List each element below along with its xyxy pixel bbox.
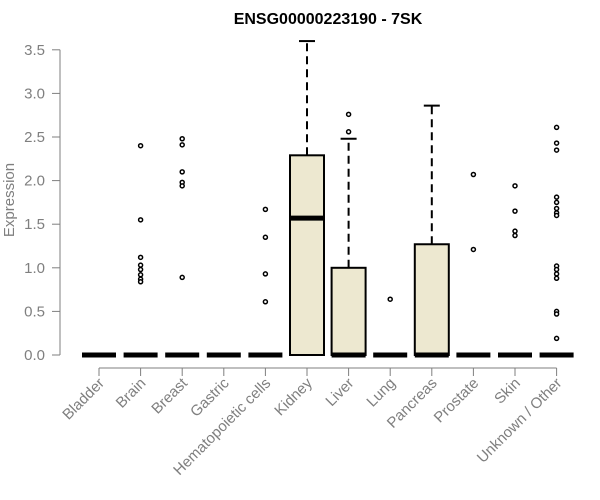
outlier-point — [137, 262, 144, 268]
outlier-point — [137, 217, 144, 223]
outlier-point — [262, 206, 269, 213]
outlier-point — [137, 279, 144, 285]
outlier-point — [553, 205, 560, 212]
y-axis-label: Expression — [1, 163, 18, 237]
box-group — [373, 296, 408, 358]
y-axis: 0.0 0.5 1.0 1.5 2.0 2.5 3.0 3.5 — [24, 42, 61, 364]
outlier-point — [262, 234, 269, 241]
outlier-point — [553, 275, 560, 282]
x-tick-label: Lung — [363, 375, 399, 411]
outlier-point — [553, 212, 560, 219]
outlier-point — [179, 274, 185, 281]
x-tick-label: Liver — [322, 375, 357, 410]
outlier-point — [179, 135, 185, 142]
outlier-point — [262, 271, 269, 277]
outlier-point — [137, 254, 144, 261]
outlier-point — [553, 194, 560, 200]
chart-title: ENSG00000223190 - 7SK — [234, 11, 423, 28]
outlier-point — [553, 335, 560, 342]
outlier-point — [512, 232, 518, 239]
box — [289, 154, 325, 356]
y-tick-label: 3.0 — [24, 85, 45, 102]
x-tick-label: Brain — [113, 375, 150, 412]
outlier-point — [553, 199, 560, 206]
outlier-point — [512, 228, 518, 234]
outlier-point — [553, 311, 560, 317]
box-group — [413, 104, 450, 358]
x-tick-label: Bladder — [59, 375, 108, 424]
box-group — [248, 206, 283, 358]
box-group — [456, 171, 491, 358]
y-tick-label: 1.5 — [24, 216, 45, 233]
outlier-point — [470, 246, 477, 253]
box-group — [165, 135, 200, 358]
y-tick-label: 2.0 — [24, 173, 45, 190]
outlier-point — [345, 129, 352, 135]
outlier-point — [553, 271, 560, 277]
boxes — [82, 40, 574, 358]
outlier-point — [553, 266, 560, 273]
box-group — [498, 183, 532, 358]
box-group — [539, 124, 574, 358]
y-tick-label: 3.5 — [24, 42, 45, 59]
outlier-point — [137, 272, 144, 278]
y-tick-label: 2.5 — [24, 129, 45, 146]
outlier-point — [345, 111, 352, 118]
outlier-point — [262, 299, 269, 305]
outlier-point — [387, 296, 393, 302]
x-tick-label: Kidney — [271, 374, 316, 419]
box — [413, 243, 450, 356]
y-tick-label: 1.0 — [24, 260, 45, 277]
outlier-point — [470, 171, 477, 178]
x-tick-label: Breast — [148, 374, 191, 417]
outlier-point — [179, 183, 185, 189]
box-group — [289, 40, 325, 356]
y-tick-label: 0.5 — [24, 303, 45, 320]
outlier-point — [137, 266, 144, 273]
x-tick-label: Skin — [491, 375, 524, 408]
outlier-point — [553, 124, 560, 131]
box-group — [330, 111, 367, 358]
box — [330, 266, 367, 356]
x-tick-label: Prostate — [431, 375, 483, 427]
outlier-point — [137, 142, 144, 149]
outlier-point — [553, 140, 560, 146]
outlier-point — [179, 142, 185, 148]
box-group — [123, 142, 158, 358]
outlier-point — [512, 208, 518, 214]
outlier-point — [179, 169, 185, 175]
y-tick-label: 0.0 — [24, 347, 45, 364]
outlier-point — [553, 147, 560, 153]
outlier-point — [512, 183, 518, 189]
